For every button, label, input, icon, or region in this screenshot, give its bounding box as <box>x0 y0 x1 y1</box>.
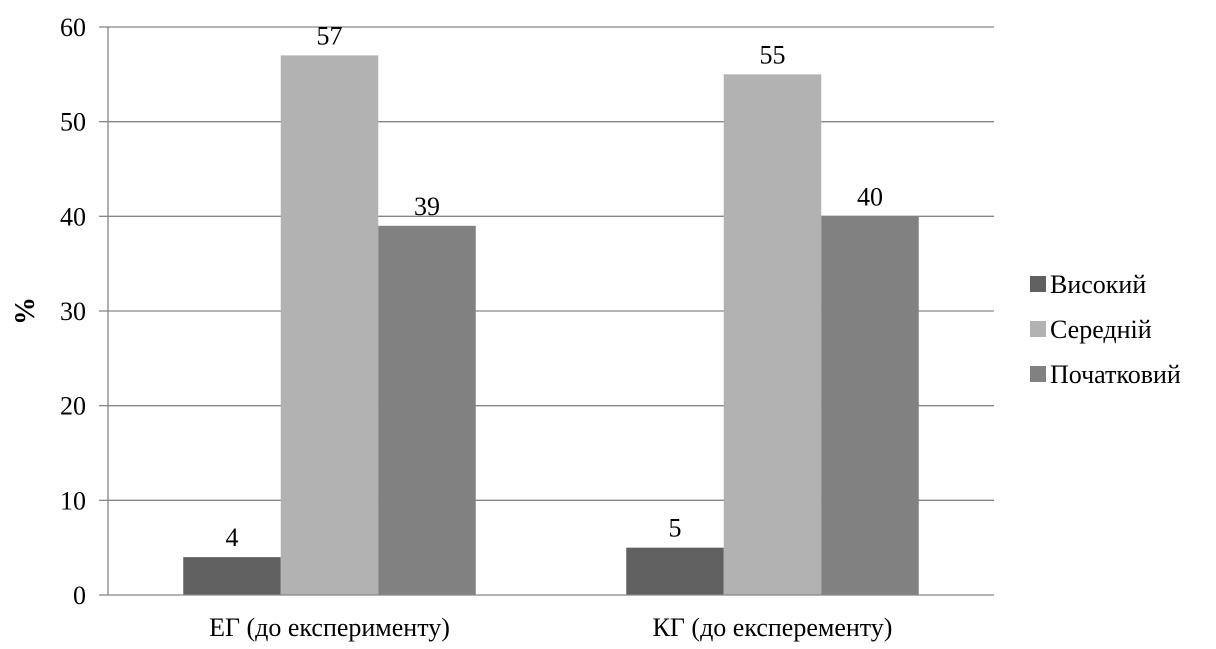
legend-swatch <box>1030 276 1046 292</box>
legend-swatch <box>1030 321 1046 337</box>
y-tick-label: 50 <box>60 108 86 137</box>
y-tick-label: 10 <box>60 486 86 515</box>
legend: Високий Середній Початковий <box>1030 270 1181 389</box>
data-label: 5 <box>669 514 682 543</box>
data-label: 4 <box>226 523 239 552</box>
y-tick-label: 30 <box>60 297 86 326</box>
legend-label: Високий <box>1050 270 1146 299</box>
bars <box>183 55 919 596</box>
bar <box>821 216 919 596</box>
legend-label: Середній <box>1050 315 1152 344</box>
data-label: 39 <box>414 192 440 221</box>
x-axis-categories: ЕГ (до експерименту) КГ (до експеременту) <box>209 613 892 642</box>
x-category-label: ЕГ (до експерименту) <box>209 613 450 642</box>
legend-swatch <box>1030 366 1046 382</box>
bar <box>626 547 724 595</box>
data-label: 55 <box>760 40 786 69</box>
bar <box>183 557 281 595</box>
bar <box>378 225 476 596</box>
y-tick-label: 0 <box>73 581 86 610</box>
legend-label: Початковий <box>1050 360 1181 389</box>
y-tick-label: 20 <box>60 392 86 421</box>
y-axis-label: % <box>10 297 41 325</box>
y-axis-ticks: 0 10 20 30 40 50 60 <box>60 13 109 610</box>
x-category-label: КГ (до експеременту) <box>653 613 893 642</box>
bar <box>723 74 822 596</box>
bar <box>280 55 379 595</box>
y-tick-label: 60 <box>60 13 86 42</box>
data-label: 40 <box>857 182 883 211</box>
data-label: 57 <box>317 21 343 50</box>
y-tick-label: 40 <box>60 202 86 231</box>
